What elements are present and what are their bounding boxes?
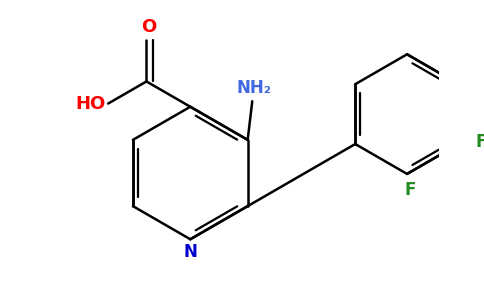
Text: N: N [183,243,197,261]
Text: NH₂: NH₂ [237,80,272,98]
Text: F: F [475,133,484,151]
Text: HO: HO [76,94,106,112]
Text: O: O [141,18,156,36]
Text: F: F [404,181,415,199]
